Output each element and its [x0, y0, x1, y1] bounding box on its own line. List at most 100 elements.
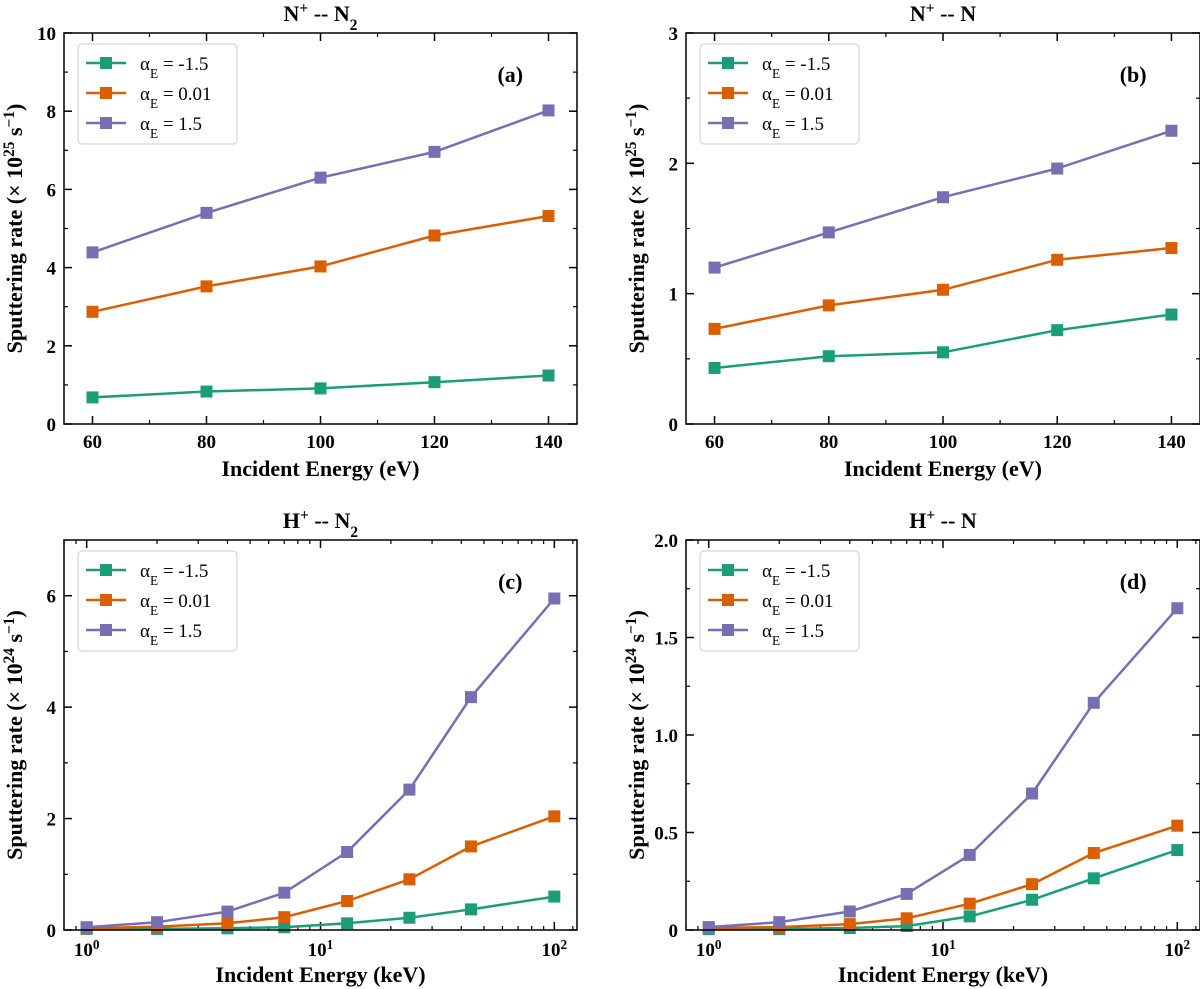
legend-subscript: E	[772, 573, 780, 588]
legend-value: = -1.5	[158, 561, 208, 582]
data-point	[937, 191, 949, 204]
tick-base: 10	[1164, 940, 1183, 961]
text-run: )	[624, 610, 649, 617]
legend-value: = 1.5	[780, 621, 824, 642]
legend-alpha: α	[140, 114, 150, 135]
data-point	[314, 260, 327, 273]
y-tick-label: 0	[47, 415, 57, 436]
text-run: Sputtering rate (× 10	[624, 663, 649, 859]
data-point	[200, 385, 213, 398]
legend-box	[77, 43, 238, 145]
data-point	[937, 283, 949, 296]
x-tick-label: 100	[74, 937, 100, 962]
series-line	[86, 815, 555, 930]
legend-alpha: α	[762, 54, 772, 75]
chart-panel-b: N+ -- N 0 1 2 3 60 80 100 120 140 Incident Energy …	[623, 0, 1200, 481]
data-point	[1087, 696, 1100, 709]
legend-subscript: E	[772, 96, 780, 111]
x-tick-label: 80	[197, 432, 216, 453]
text-run: s	[624, 634, 649, 649]
data-point	[708, 322, 721, 335]
text-run: N	[284, 1, 300, 26]
legend-swatch-marker	[100, 87, 112, 99]
text-run: −1	[623, 111, 640, 127]
text-run: +	[926, 0, 935, 17]
data-point	[900, 887, 913, 900]
legend-label: αE = 0.01	[762, 591, 834, 618]
legend-value: = 0.01	[158, 591, 211, 612]
legend-alpha: α	[140, 591, 150, 612]
legend-value: = 1.5	[780, 114, 824, 135]
legend-label: αE = -1.5	[762, 561, 830, 588]
data-point	[542, 209, 555, 222]
tick-exponent: 2	[561, 937, 568, 952]
x-tick-label: 100	[929, 432, 958, 453]
legend-subscript: E	[150, 126, 158, 141]
legend-swatch-marker	[722, 594, 734, 606]
legend-label: αE = 1.5	[762, 114, 824, 141]
text-run: )	[2, 610, 27, 617]
text-run: −1	[1, 617, 18, 633]
y-tick-label: 0	[47, 921, 57, 942]
data-point	[1165, 308, 1178, 321]
text-run: 24	[1, 648, 18, 664]
x-axis-label: Incident Energy (keV)	[838, 962, 1048, 987]
data-point	[1087, 872, 1100, 885]
legend-swatch-marker	[722, 117, 734, 129]
data-point	[1051, 324, 1064, 337]
text-run: 2	[350, 17, 358, 34]
legend-label: αE = 1.5	[140, 114, 202, 141]
panel-label: (d)	[1120, 569, 1147, 594]
data-point	[822, 299, 835, 312]
data-point	[86, 391, 99, 404]
data-point	[464, 840, 477, 853]
y-axis-label: Sputtering rate (× 1025 s−1)	[1, 104, 28, 354]
data-point	[80, 921, 93, 934]
x-tick-label: 80	[819, 432, 838, 453]
x-tick-label: 140	[534, 432, 563, 453]
x-tick-label: 100	[696, 937, 722, 962]
legend-value: = -1.5	[780, 561, 830, 582]
text-run: -- N	[308, 1, 350, 26]
y-tick-label: 4	[47, 698, 57, 719]
data-point	[428, 145, 441, 158]
x-tick-label: 100	[306, 432, 335, 453]
data-point	[1051, 253, 1064, 266]
legend-subscript: E	[772, 66, 780, 81]
data-point	[708, 261, 721, 274]
legend-label: αE = -1.5	[140, 561, 208, 588]
y-axis-label: Sputtering rate (× 1024 s−1)	[623, 610, 650, 860]
tick-base: 10	[930, 940, 949, 961]
data-point	[403, 783, 416, 796]
legend-swatch-marker	[722, 87, 734, 99]
data-point	[1026, 878, 1039, 891]
x-tick-label: 60	[705, 432, 724, 453]
data-point	[403, 873, 416, 886]
data-point	[963, 910, 976, 923]
legend-swatch-marker	[100, 624, 112, 636]
panel-label: (c)	[498, 569, 522, 594]
data-point	[963, 897, 976, 910]
text-run: )	[624, 104, 649, 111]
legend-alpha: α	[762, 591, 772, 612]
legend-alpha: α	[762, 621, 772, 642]
data-point	[314, 171, 327, 184]
data-point	[464, 691, 477, 704]
legend-label: αE = 0.01	[762, 84, 834, 111]
tick-exponent: 0	[93, 937, 100, 952]
text-run: +	[299, 0, 308, 17]
y-tick-label: 8	[47, 102, 57, 123]
text-run: 25	[1, 141, 18, 157]
chart-title: N+ -- N2	[284, 0, 358, 34]
chart-title: N+ -- N	[910, 0, 976, 26]
data-point	[341, 846, 354, 858]
legend-swatch-marker	[722, 57, 734, 69]
text-run: Sputtering rate (× 10	[2, 663, 27, 859]
data-point	[278, 886, 291, 899]
legend-swatch-marker	[100, 564, 112, 576]
legend-value: = -1.5	[780, 54, 830, 75]
